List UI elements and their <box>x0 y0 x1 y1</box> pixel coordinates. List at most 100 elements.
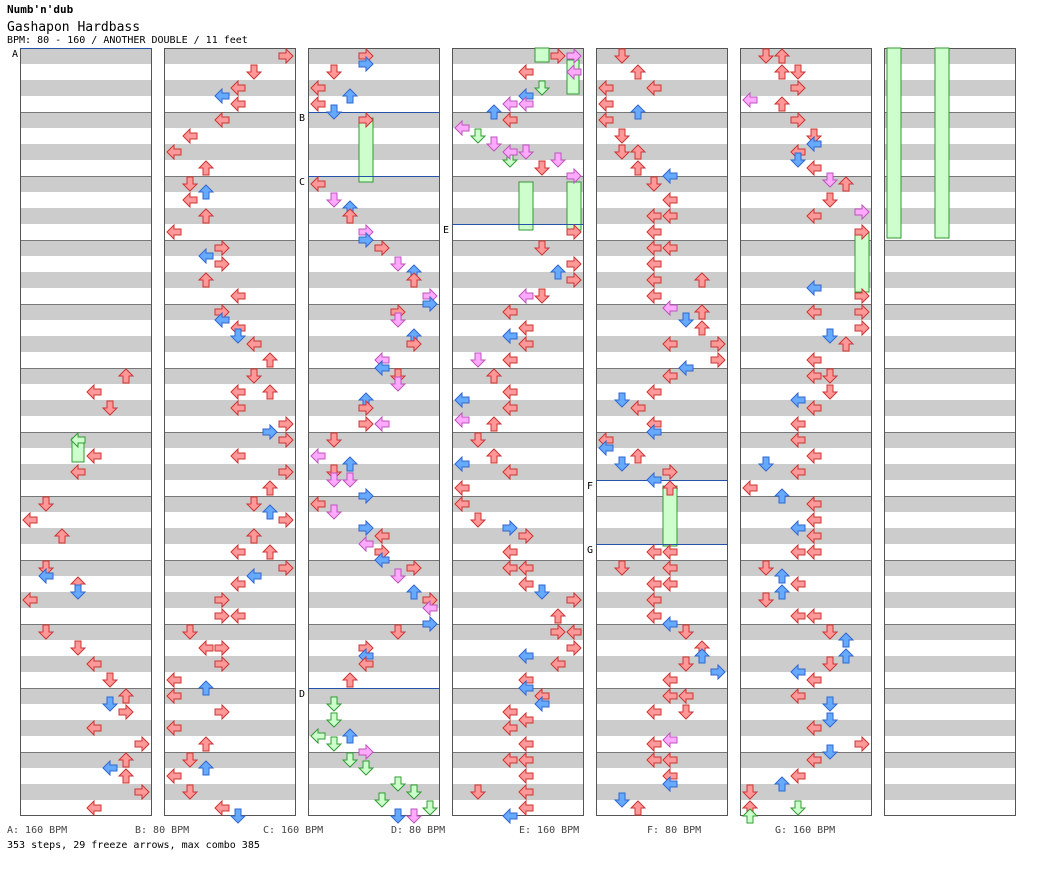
gray-stripe <box>596 528 728 544</box>
step-arrow <box>598 111 614 129</box>
step-arrow <box>454 391 470 409</box>
gray-stripe <box>596 112 728 128</box>
step-arrow <box>518 95 534 113</box>
step-arrow <box>757 560 775 576</box>
step-arrow <box>517 144 535 160</box>
step-arrow <box>613 128 631 144</box>
step-arrow <box>117 768 135 784</box>
step-arrow <box>566 639 582 657</box>
step-arrow <box>710 663 726 681</box>
gray-stripe <box>452 208 584 224</box>
step-arrow <box>389 808 407 824</box>
gray-stripe <box>20 240 152 256</box>
step-arrow <box>469 512 487 528</box>
gray-stripe <box>884 336 1016 352</box>
gray-stripe <box>452 752 584 768</box>
step-arrow <box>710 335 726 353</box>
gray-stripe <box>884 112 1016 128</box>
step-arrow <box>806 527 822 545</box>
gray-stripe <box>884 656 1016 672</box>
step-arrow <box>389 312 407 328</box>
step-arrow <box>773 64 791 80</box>
gray-stripe <box>164 80 296 96</box>
step-arrow <box>854 203 870 221</box>
step-arrow <box>261 352 279 368</box>
step-arrow <box>629 104 647 120</box>
gray-stripe <box>596 80 728 96</box>
gray-stripe <box>740 432 872 448</box>
gray-stripe <box>596 592 728 608</box>
step-arrow <box>214 607 230 625</box>
gray-stripe <box>20 464 152 480</box>
gray-stripe <box>740 208 872 224</box>
gray-stripe <box>20 272 152 288</box>
step-arrow <box>646 239 662 257</box>
step-arrow <box>566 223 582 241</box>
gray-stripe <box>884 304 1016 320</box>
step-arrow <box>677 624 695 640</box>
step-arrow <box>806 399 822 417</box>
step-arrow <box>358 111 374 129</box>
step-arrow <box>662 335 678 353</box>
step-arrow <box>502 543 518 561</box>
gray-stripe <box>20 304 152 320</box>
gray-stripe <box>20 528 152 544</box>
step-arrow <box>37 560 55 576</box>
step-arrow <box>454 411 470 429</box>
step-arrow <box>246 567 262 585</box>
step-arrow <box>693 304 711 320</box>
step-arrow <box>678 359 694 377</box>
step-arrow <box>773 488 791 504</box>
step-arrow <box>629 64 647 80</box>
gray-stripe <box>452 656 584 672</box>
gray-stripe <box>164 560 296 576</box>
gray-stripe <box>884 624 1016 640</box>
step-arrow <box>325 712 343 728</box>
gray-stripe <box>740 688 872 704</box>
gray-stripe <box>308 400 440 416</box>
step-arrow <box>230 399 246 417</box>
step-arrow <box>790 431 806 449</box>
gray-stripe <box>20 784 152 800</box>
step-arrow <box>677 656 695 672</box>
chart-info: BPM: 80 - 160 / ANOTHER DOUBLE / 11 feet <box>7 35 248 46</box>
step-arrow <box>341 208 359 224</box>
step-arrow <box>790 111 806 129</box>
step-arrow <box>854 735 870 753</box>
step-arrow <box>230 79 246 97</box>
step-arrow <box>598 95 614 113</box>
step-arrow <box>662 207 678 225</box>
step-arrow <box>454 119 470 137</box>
freeze-arrow <box>886 47 902 239</box>
step-arrow <box>245 368 263 384</box>
step-arrow <box>374 415 390 433</box>
step-arrow <box>821 696 839 712</box>
gray-stripe <box>452 272 584 288</box>
step-arrow <box>53 528 71 544</box>
step-arrow <box>613 792 631 808</box>
step-arrow <box>518 647 534 665</box>
step-arrow <box>773 96 791 112</box>
step-arrow <box>773 48 791 64</box>
step-arrow <box>325 192 343 208</box>
gray-stripe <box>20 208 152 224</box>
gray-stripe <box>164 144 296 160</box>
step-arrow <box>278 559 294 577</box>
step-arrow <box>837 648 855 664</box>
gray-stripe <box>308 624 440 640</box>
step-arrow <box>533 80 551 96</box>
gray-stripe <box>596 624 728 640</box>
gray-stripe <box>740 240 872 256</box>
step-arrow <box>550 47 566 65</box>
step-arrow <box>166 687 182 705</box>
step-arrow <box>550 623 566 641</box>
gray-stripe <box>596 368 728 384</box>
step-arrow <box>197 184 215 200</box>
step-arrow <box>389 256 407 272</box>
gray-stripe <box>884 720 1016 736</box>
step-arrow <box>790 391 806 409</box>
step-arrow <box>693 648 711 664</box>
step-arrow <box>469 784 487 800</box>
step-arrow <box>662 731 678 749</box>
step-arrow <box>773 584 791 600</box>
